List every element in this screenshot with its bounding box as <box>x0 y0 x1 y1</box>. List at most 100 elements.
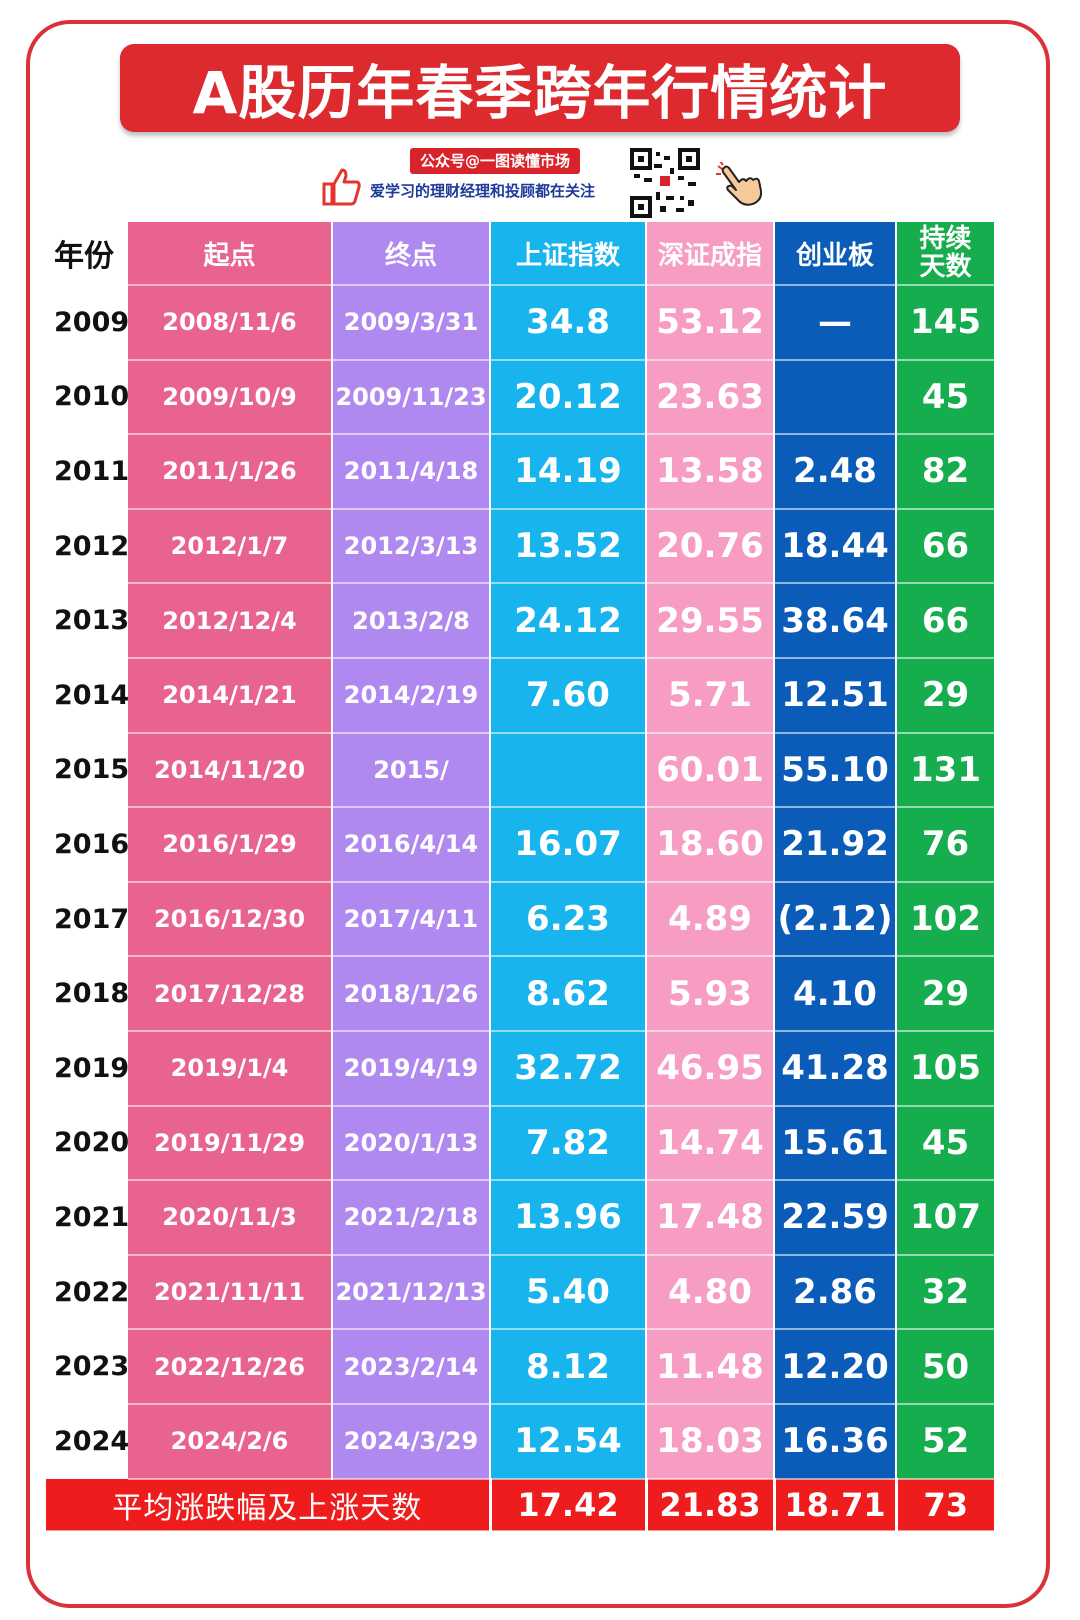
cell-shanghai: 16.07 <box>490 807 647 883</box>
cell-days: 66 <box>896 508 994 585</box>
cell-start: 2011/1/26 <box>128 434 333 510</box>
cell-shenzhen: 23.63 <box>646 359 775 436</box>
table-row: 2023 2022/12/26 2023/2/14 8.12 11.48 12.20 50 <box>46 1329 994 1405</box>
cell-shenzhen: 53.12 <box>646 285 775 361</box>
table-row: 2024 2024/2/6 2024/3/29 12.54 18.03 16.36 52 <box>46 1403 994 1480</box>
cell-end: 2015/ <box>332 732 491 809</box>
cell-start: 2009/10/9 <box>128 359 333 436</box>
cell-end: 2009/11/23 <box>332 359 491 436</box>
cell-days: 82 <box>896 434 994 510</box>
cell-start: 2016/12/30 <box>128 881 333 958</box>
table-row: 2017 2016/12/30 2017/4/11 6.23 4.89 (2.12) 102 <box>46 881 994 958</box>
table-body: 2009 2008/11/6 2009/3/31 34.8 53.12—145 2010 2… <box>46 285 994 1480</box>
cell-chinext: 18.44 <box>774 508 897 585</box>
cell-chinext: 16.36 <box>774 1403 897 1480</box>
cell-year: 2014 <box>46 657 129 733</box>
cell-end: 2020/1/13 <box>332 1105 491 1182</box>
cell-days: 102 <box>896 881 994 958</box>
cell-shenzhen: 13.58 <box>646 434 775 510</box>
cell-year: 2020 <box>46 1105 129 1181</box>
column-header-start: 起点 <box>128 222 333 286</box>
cell-end: 2019/4/19 <box>332 1030 491 1107</box>
cell-year: 2015 <box>46 732 129 808</box>
cell-end: 2009/3/31 <box>332 285 491 361</box>
cell-year: 2009 <box>46 285 129 360</box>
cell-days: 32 <box>896 1254 994 1331</box>
cell-shanghai: 5.40 <box>490 1254 647 1331</box>
cell-year: 2016 <box>46 807 129 882</box>
cell-shanghai: 8.62 <box>490 956 647 1032</box>
table-row: 2009 2008/11/6 2009/3/31 34.8 53.12—145 <box>46 285 994 361</box>
cell-start: 2017/12/28 <box>128 956 333 1032</box>
cell-shenzhen: 46.95 <box>646 1030 775 1107</box>
cell-year: 2022 <box>46 1254 129 1330</box>
cell-year: 2019 <box>46 1030 129 1106</box>
cell-chinext: 4.10 <box>774 956 897 1032</box>
cell-days: 29 <box>896 956 994 1032</box>
cell-shanghai: 24.12 <box>490 583 647 659</box>
cell-shanghai: 32.72 <box>490 1030 647 1107</box>
qr-code-icon[interactable] <box>630 148 700 218</box>
cell-days: 29 <box>896 657 994 734</box>
table-row: 2022 2021/11/11 2021/12/13 5.40 4.80 2.86 32 <box>46 1254 994 1331</box>
cell-year: 2013 <box>46 583 129 658</box>
table-row: 2011 2011/1/26 2011/4/18 14.19 13.58 2.48 82 <box>46 434 994 510</box>
footer-shanghai: 17.42 <box>490 1478 648 1532</box>
cell-end: 2023/2/14 <box>332 1329 491 1405</box>
cell-start: 2012/12/4 <box>128 583 333 659</box>
cell-year: 2011 <box>46 434 129 509</box>
cell-start: 2019/1/4 <box>128 1030 333 1107</box>
cell-year: 2024 <box>46 1403 129 1479</box>
cell-end: 2024/3/29 <box>332 1403 491 1480</box>
table-row: 2020 2019/11/29 2020/1/13 7.82 14.74 15.61 45 <box>46 1105 994 1182</box>
footer-days: 73 <box>896 1478 994 1532</box>
cell-end: 2017/4/11 <box>332 881 491 958</box>
cell-start: 2012/1/7 <box>128 508 333 585</box>
cell-shenzhen: 11.48 <box>646 1329 775 1405</box>
promo-area: 公众号@一图读懂市场 爱学习的理财经理和投顾都在关注 <box>320 148 780 218</box>
cell-shanghai: 7.82 <box>490 1105 647 1182</box>
cell-shenzhen: 18.60 <box>646 807 775 883</box>
cell-end: 2021/12/13 <box>332 1254 491 1331</box>
column-header-days-text: 持续天数 <box>919 224 972 282</box>
cell-chinext: (2.12) <box>774 881 897 958</box>
cell-shanghai: 8.12 <box>490 1329 647 1405</box>
cell-chinext: 2.86 <box>774 1254 897 1331</box>
cell-start: 2008/11/6 <box>128 285 333 361</box>
cell-shenzhen: 14.74 <box>646 1105 775 1182</box>
cell-shenzhen: 60.01 <box>646 732 775 809</box>
cell-chinext: 38.64 <box>774 583 897 659</box>
cell-start: 2016/1/29 <box>128 807 333 883</box>
cell-shenzhen: 18.03 <box>646 1403 775 1480</box>
cell-days: 105 <box>896 1030 994 1107</box>
cell-chinext: 21.92 <box>774 807 897 883</box>
cell-shanghai <box>490 732 647 809</box>
cell-shanghai: 34.8 <box>490 285 647 361</box>
cell-days: 50 <box>896 1329 994 1405</box>
cell-start: 2022/12/26 <box>128 1329 333 1405</box>
cell-start: 2019/11/29 <box>128 1105 333 1182</box>
cell-year: 2023 <box>46 1329 129 1404</box>
page-title: A股历年春季跨年行情统计 <box>120 44 960 132</box>
cell-end: 2018/1/26 <box>332 956 491 1032</box>
cell-shanghai: 13.96 <box>490 1180 647 1256</box>
table-row: 2012 2012/1/7 2012/3/13 13.52 20.76 18.44 66 <box>46 508 994 585</box>
cell-days: 45 <box>896 359 994 436</box>
cell-chinext: 12.20 <box>774 1329 897 1405</box>
cell-end: 2011/4/18 <box>332 434 491 510</box>
cell-days: 66 <box>896 583 994 659</box>
promo-tag: 公众号@一图读懂市场 <box>410 148 581 174</box>
cell-chinext: — <box>774 285 897 361</box>
cell-year: 2021 <box>46 1180 129 1255</box>
cell-days: 76 <box>896 807 994 883</box>
cell-shanghai: 12.54 <box>490 1403 647 1480</box>
column-header-chinext: 创业板 <box>774 222 897 286</box>
table-row: 2018 2017/12/28 2018/1/26 8.62 5.93 4.10 29 <box>46 956 994 1032</box>
statistics-table: 年份 起点 终点 上证指数 深证成指 创业板 持续天数 2009 2008/11/… <box>46 222 994 1532</box>
cell-shanghai: 13.52 <box>490 508 647 585</box>
cell-chinext: 15.61 <box>774 1105 897 1182</box>
cell-start: 2014/1/21 <box>128 657 333 734</box>
cell-start: 2021/11/11 <box>128 1254 333 1331</box>
table-row: 2016 2016/1/29 2016/4/14 16.07 18.60 21.92 76 <box>46 807 994 883</box>
cell-year: 2012 <box>46 508 129 584</box>
